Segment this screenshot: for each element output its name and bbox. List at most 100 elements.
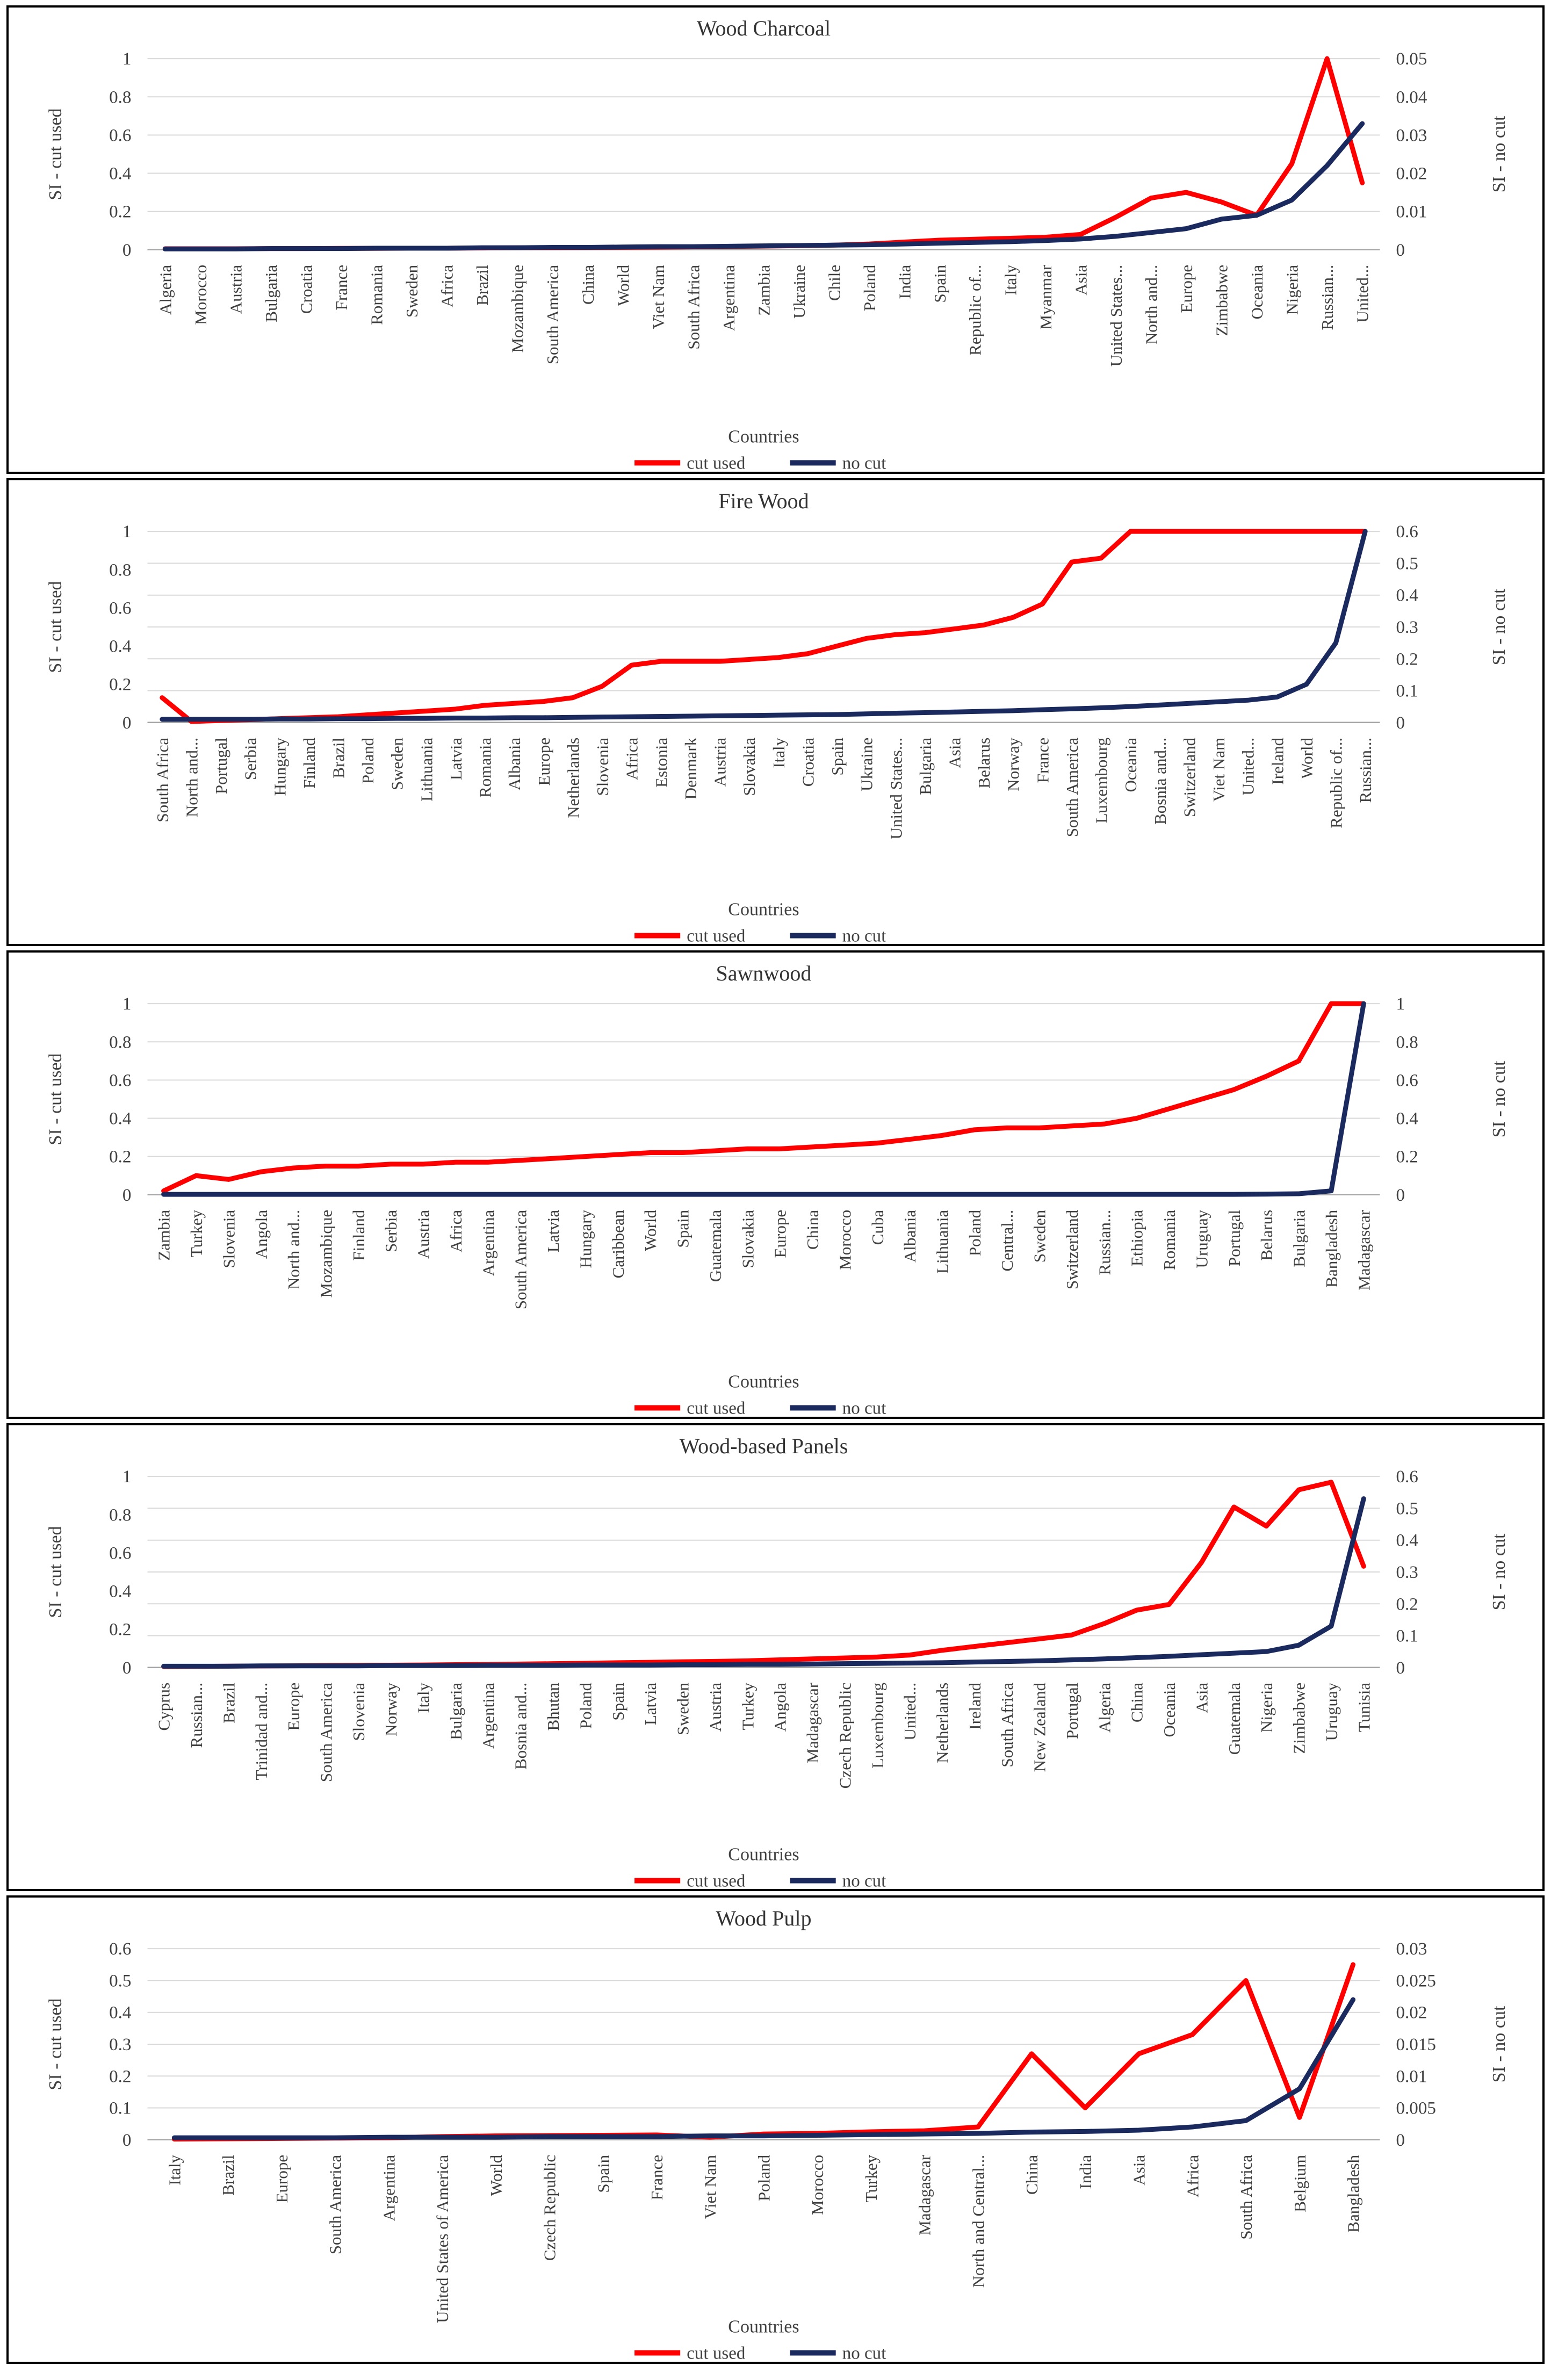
x-tick-label: Viet Nam xyxy=(1209,737,1228,802)
left-axis-title: SI - cut used xyxy=(46,1053,66,1145)
right-tick-label: 0.2 xyxy=(1396,650,1418,669)
x-tick-label: North and... xyxy=(1142,265,1160,344)
x-tick-label: Estonia xyxy=(652,737,670,787)
x-tick-label: Italy xyxy=(769,737,788,768)
x-tick-label: United... xyxy=(1353,265,1372,323)
x-tick-label: Hungary xyxy=(270,737,289,796)
legend-label-no-cut: no cut xyxy=(842,2343,886,2361)
series-line-cut-used xyxy=(161,1479,1366,1669)
left-tick-label: 1 xyxy=(122,994,132,1014)
left-axis-title: SI - cut used xyxy=(46,1998,66,2090)
right-tick-label: 0.4 xyxy=(1396,586,1418,605)
x-tick-label: Angola xyxy=(771,1682,790,1732)
x-tick-label: Slovenia xyxy=(219,1210,238,1268)
gridlines xyxy=(147,1475,1380,1668)
x-tick-label: United States... xyxy=(1107,265,1126,367)
x-tick-label: Turkey xyxy=(187,1209,206,1257)
series-line-no-cut xyxy=(162,121,1365,251)
right-tick-label: 0.2 xyxy=(1396,1595,1418,1614)
series-line-cut-used xyxy=(171,1962,1356,2142)
right-tick-label: 0.05 xyxy=(1396,49,1427,69)
right-tick-label: 0.1 xyxy=(1396,1626,1418,1646)
x-tick-label: Switzerland xyxy=(1180,737,1199,817)
x-tick-label: Bangladesh xyxy=(1344,2154,1363,2232)
x-tick-label: South America xyxy=(326,2155,345,2255)
left-axis-ticks: 0 0.2 0.4 0.6 0.8 1 xyxy=(109,522,131,733)
x-tick-label: Hungary xyxy=(576,1209,595,1268)
series-line-cut-used xyxy=(161,1001,1366,1194)
right-tick-label: 0 xyxy=(1396,1658,1405,1677)
x-tick-label: Poland xyxy=(576,1682,595,1729)
gridlines xyxy=(147,530,1380,723)
x-tick-label: World xyxy=(641,1209,660,1251)
right-axis-ticks: 0 0.1 0.2 0.3 0.4 0.5 0.6 xyxy=(1396,1467,1418,1678)
series-line-no-cut xyxy=(171,1997,1356,2140)
x-tick-label: Viet Nam xyxy=(701,2155,720,2219)
x-tick-label: Chile xyxy=(825,265,844,301)
x-tick-label: Ireland xyxy=(965,1682,984,1729)
x-tick-label: Russian... xyxy=(1095,1210,1114,1275)
right-tick-label: 0 xyxy=(1396,1186,1405,1205)
x-tick-label: United States... xyxy=(886,737,905,839)
left-tick-label: 0.6 xyxy=(109,598,131,618)
x-tick-label: Republic of... xyxy=(1327,737,1346,828)
x-tick-label: China xyxy=(579,265,597,305)
series-line-cut-used xyxy=(162,56,1365,251)
x-tick-label: Finland xyxy=(349,1209,368,1260)
right-axis-ticks: 0 0.005 0.01 0.015 0.02 0.025 0.03 xyxy=(1396,1939,1436,2150)
series-line-no-cut xyxy=(161,1001,1366,1197)
x-axis-title: Countries xyxy=(728,899,799,919)
x-tick-label: South America xyxy=(511,1210,530,1310)
x-tick-label: Bulgaria xyxy=(446,1682,465,1740)
x-tick-label: Bulgaria xyxy=(1290,1210,1309,1267)
x-tick-label: Poland xyxy=(860,264,879,311)
x-tick-label: Netherlands xyxy=(564,737,582,818)
left-tick-label: 0.2 xyxy=(109,675,131,694)
x-tick-label: Nigeria xyxy=(1257,1682,1276,1732)
x-tick-label: France xyxy=(647,2155,666,2200)
x-tick-label: Argentina xyxy=(379,2155,398,2222)
x-tick-label: Oceania xyxy=(1247,265,1266,320)
left-tick-label: 0.6 xyxy=(109,126,131,145)
x-tick-label: South Africa xyxy=(998,1682,1016,1767)
x-tick-label: Czech Republic xyxy=(540,2155,559,2261)
x-tick-label: Zambia xyxy=(754,265,773,316)
x-tick-label: Croatia xyxy=(798,737,817,787)
x-tick-label: Cyprus xyxy=(155,1682,174,1730)
right-axis-ticks: 0 0.1 0.2 0.3 0.4 0.5 0.6 xyxy=(1396,522,1418,733)
x-tick-label: Oceania xyxy=(1121,737,1140,792)
chart-panel-wood-based-panels: Wood-based Panels 0 0.2 0.4 0.6 0.8 1 0 0.1 0.2 0.… xyxy=(6,1423,1545,1891)
x-tick-label: Oceania xyxy=(1160,1682,1179,1737)
chart-canvas-fire-wood: Fire Wood00.20.40.60.8100.10.20.30.40.50… xyxy=(46,489,1509,944)
left-tick-label: 0 xyxy=(122,1658,132,1677)
x-tick-label: Latvia xyxy=(641,1682,660,1725)
right-tick-label: 0.03 xyxy=(1396,1939,1427,1959)
series-line-no-cut xyxy=(160,529,1368,722)
series-line-no-cut xyxy=(161,1496,1366,1669)
x-tick-label: Europe xyxy=(771,1210,790,1258)
x-tick-label: Argentina xyxy=(479,1210,497,1276)
chart-panel-wood-pulp: Wood Pulp 0 0.1 0.2 0.3 0.4 0.5 0.6 0 0.005 0.01 0.… xyxy=(6,1895,1545,2364)
x-tick-label: Caribbean xyxy=(609,1209,627,1278)
chart-title: Wood-based Panels xyxy=(680,1434,848,1458)
x-tick-label: Austria xyxy=(226,265,245,314)
x-tick-label: Guatemala xyxy=(1225,1682,1244,1755)
x-tick-label: Spain xyxy=(828,737,847,775)
x-tick-label: China xyxy=(1022,2155,1041,2195)
legend-label-no-cut: no cut xyxy=(842,1398,886,1416)
x-tick-label: Europe xyxy=(272,2155,291,2203)
right-tick-label: 0.5 xyxy=(1396,554,1418,573)
x-tick-label: Morocco xyxy=(191,265,210,325)
right-axis-title: SI - no cut xyxy=(1489,588,1509,665)
x-tick-label: Slovenia xyxy=(349,1682,368,1741)
x-tick-label: Denmark xyxy=(681,737,700,799)
x-tick-label: Sweden xyxy=(1030,1209,1049,1263)
chart-title: Wood Pulp xyxy=(716,1906,811,1930)
left-tick-label: 0.8 xyxy=(109,88,131,107)
x-tick-label: Serbia xyxy=(241,737,260,780)
right-tick-label: 0.6 xyxy=(1396,1467,1418,1487)
left-tick-label: 0.6 xyxy=(109,1071,131,1090)
x-tick-label: Poland xyxy=(754,2154,773,2201)
legend-label-cut-used: cut used xyxy=(687,1871,746,1889)
